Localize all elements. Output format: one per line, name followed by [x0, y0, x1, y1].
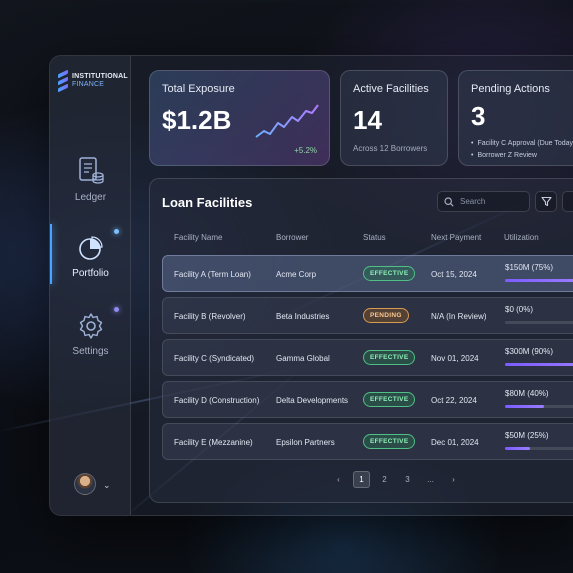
status-badge: PENDING — [363, 308, 409, 323]
utilization-value: $150M (75%) — [505, 263, 554, 272]
utilization-fill — [505, 447, 530, 450]
page-button[interactable]: 2 — [382, 475, 387, 484]
sidebar-item-portfolio[interactable]: Portfolio — [50, 234, 131, 279]
utilization-bar — [505, 363, 573, 366]
page-ellipsis: ... — [427, 475, 434, 484]
filter-icon — [540, 196, 552, 207]
facility-name: Facility A (Term Loan) — [174, 270, 251, 279]
notification-dot — [114, 307, 119, 312]
page-button[interactable]: 1 — [353, 471, 370, 488]
loan-facilities-panel: Loan Facilities Facility Name Borrower S… — [149, 178, 573, 503]
utilization-fill — [505, 405, 545, 408]
table-row[interactable]: Facility E (Mezzanine) Epsilon Partners EF… — [162, 423, 573, 460]
sidebar: INSTITUTIONAL FINANCE Ledger — [50, 56, 131, 515]
sidebar-item-label: Portfolio — [72, 268, 109, 279]
utilization-bar — [505, 405, 573, 408]
pending-action-item[interactable]: Borrower Z Review — [471, 150, 573, 162]
notification-dot — [114, 229, 119, 234]
pending-action-item[interactable]: Facility C Approval (Due Today) — [471, 138, 573, 150]
total-exposure-card[interactable]: Total Exposure $1.2B +5.2% — [149, 70, 330, 166]
column-header[interactable]: Utilization — [504, 233, 539, 242]
borrower-name: Delta Developments — [276, 396, 349, 405]
search-icon — [444, 196, 454, 207]
status-badge: EFFECTIVE — [363, 434, 416, 449]
sidebar-item-label: Ledger — [74, 192, 107, 203]
page-button[interactable]: 3 — [405, 475, 410, 484]
card-title: Pending Actions — [471, 83, 550, 95]
active-facilities-card[interactable]: Active Facilities 14 Across 12 Borrowers — [340, 70, 448, 166]
gear-icon — [79, 313, 102, 339]
avatar[interactable] — [74, 473, 96, 495]
table-row[interactable]: Facility A (Term Loan) Acme Corp EFFECTIVE… — [162, 255, 573, 292]
card-note: Across 12 Borrowers — [353, 144, 428, 153]
column-header[interactable]: Status — [363, 233, 386, 242]
utilization-value: $300M (90%) — [505, 347, 554, 356]
panel-title: Loan Facilities — [162, 195, 253, 210]
sidebar-item-label: Settings — [72, 346, 109, 357]
utilization-bar — [505, 321, 573, 324]
column-header[interactable]: Facility Name — [174, 233, 223, 242]
utilization-bar — [505, 447, 573, 450]
facility-name: Facility E (Mezzanine) — [174, 438, 253, 447]
utilization-bar — [505, 279, 573, 282]
status-badge: EFFECTIVE — [363, 392, 416, 407]
column-header[interactable]: Borrower — [276, 233, 309, 242]
filter-button[interactable] — [535, 191, 557, 212]
app-window: INSTITUTIONAL FINANCE Ledger — [49, 55, 573, 516]
prev-page-button[interactable]: ‹ — [337, 475, 340, 484]
facility-name: Facility B (Revolver) — [174, 312, 246, 321]
brand-subname: FINANCE — [72, 81, 105, 88]
brand-name: INSTITUTIONAL — [72, 73, 128, 80]
ledger-icon — [78, 157, 104, 184]
sidebar-item-settings[interactable]: Settings — [50, 312, 131, 357]
toolbar-button[interactable] — [562, 191, 573, 212]
sidebar-item-ledger[interactable]: Ledger — [50, 156, 131, 203]
next-payment: Oct 22, 2024 — [431, 396, 477, 405]
trend-line-icon — [255, 104, 319, 138]
next-payment: Oct 15, 2024 — [431, 270, 477, 279]
logo-mark-icon — [58, 69, 68, 93]
status-badge: EFFECTIVE — [363, 350, 416, 365]
utilization-value: $0 (0%) — [505, 305, 534, 314]
next-payment: N/A (In Review) — [431, 312, 487, 321]
card-title: Active Facilities — [353, 83, 429, 95]
change-percent: +5.2% — [294, 146, 317, 155]
borrower-name: Acme Corp — [276, 270, 317, 279]
utilization-fill — [505, 363, 573, 366]
next-payment: Nov 01, 2024 — [431, 354, 479, 363]
pending-actions-card[interactable]: Pending Actions 3 Facility C Approval (D… — [458, 70, 573, 166]
card-value: 14 — [353, 105, 382, 135]
search-box[interactable] — [437, 191, 530, 212]
search-input[interactable] — [460, 197, 520, 206]
active-indicator — [50, 224, 52, 284]
chevron-down-icon[interactable]: ⌄ — [103, 480, 111, 490]
borrower-name: Beta Industries — [276, 312, 330, 321]
card-value: 3 — [471, 101, 486, 131]
facility-name: Facility D (Construction) — [174, 396, 260, 405]
utilization-fill — [505, 279, 573, 282]
borrower-name: Gamma Global — [276, 354, 330, 363]
borrower-name: Epsilon Partners — [276, 438, 335, 447]
brand-logo[interactable]: INSTITUTIONAL FINANCE — [58, 69, 128, 93]
facility-name: Facility C (Syndicated) — [174, 354, 255, 363]
utilization-value: $50M (25%) — [505, 431, 549, 440]
pagination: ‹ 1 2 3 ... › — [330, 471, 462, 488]
table-row[interactable]: Facility D (Construction) Delta Developme… — [162, 381, 573, 418]
table-row[interactable]: Facility B (Revolver) Beta Industries PEND… — [162, 297, 573, 334]
pie-chart-icon — [78, 236, 103, 260]
card-value: $1.2B — [162, 105, 232, 135]
next-page-button[interactable]: › — [452, 475, 455, 484]
next-payment: Dec 01, 2024 — [431, 438, 479, 447]
card-title: Total Exposure — [162, 83, 235, 95]
column-header[interactable]: Next Payment — [431, 233, 482, 242]
table-row[interactable]: Facility C (Syndicated) Gamma Global EFFEC… — [162, 339, 573, 376]
status-badge: EFFECTIVE — [363, 266, 416, 281]
utilization-value: $80M (40%) — [505, 389, 549, 398]
